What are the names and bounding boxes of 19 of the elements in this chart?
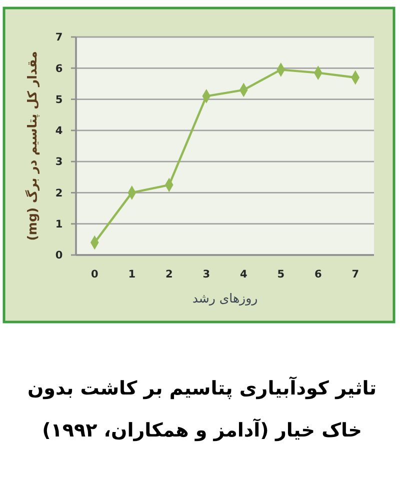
x-tick-label: 6 bbox=[314, 268, 322, 281]
y-tick-label: 7 bbox=[55, 32, 63, 44]
y-tick-label: 2 bbox=[55, 187, 63, 200]
x-tick-label: 4 bbox=[240, 268, 248, 281]
x-tick-label: 2 bbox=[165, 268, 173, 281]
x-axis-title: روزهای رشد bbox=[192, 290, 258, 306]
x-tick-label: 5 bbox=[277, 268, 285, 281]
y-tick-label: 4 bbox=[55, 125, 63, 138]
x-tick-label: 3 bbox=[202, 268, 210, 281]
y-tick-label: 1 bbox=[55, 218, 63, 231]
y-tick-label: 6 bbox=[55, 62, 63, 75]
x-tick-label: 1 bbox=[128, 268, 136, 281]
y-tick-label: 5 bbox=[55, 94, 63, 106]
x-tick-label: 7 bbox=[352, 268, 360, 281]
y-tick-label: 3 bbox=[55, 156, 63, 168]
text: تاثیر کودآبیاری پتاسیم بر کاشت بدون خاک خیار (آدامز و همکاران، ۱۹۹۲) bbox=[27, 376, 377, 442]
y-axis-title: مقدار کل پتاسیم در برگ (mg) bbox=[24, 51, 40, 241]
x-tick-label: 0 bbox=[90, 268, 98, 281]
y-tick-label: 0 bbox=[55, 250, 63, 262]
